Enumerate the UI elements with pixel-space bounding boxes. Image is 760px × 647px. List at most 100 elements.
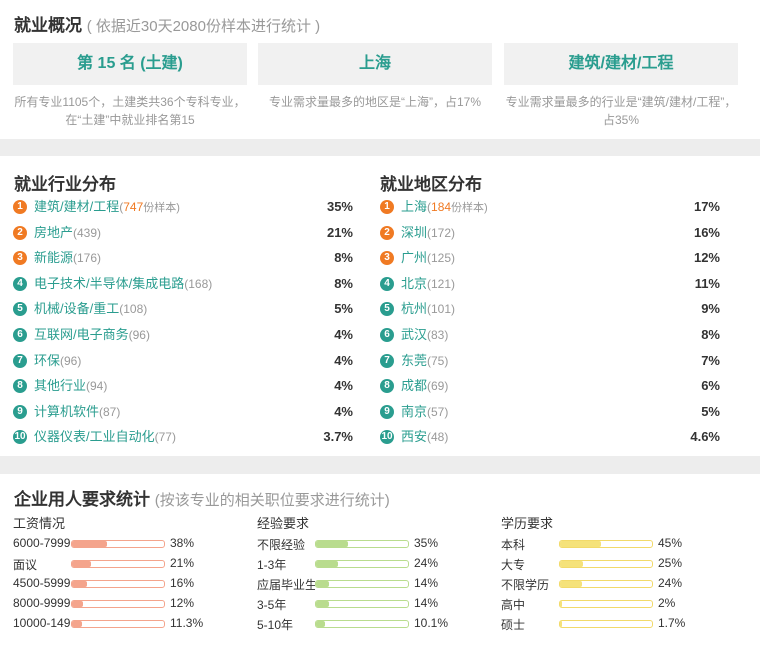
progress-bar [315,580,409,588]
rank-badge: 2 [380,225,394,240]
region-name-link[interactable]: 北京(121) [401,274,455,294]
industry-name-link[interactable]: 计算机软件(87) [34,402,120,422]
industry-title: 就业行业分布 [14,175,116,194]
education-column: 学历要求 本科 45% 大专 25% 不限学历 24% 高中 2% 硕士 1.7% [501,513,741,633]
rank-badge: 4 [13,276,27,291]
region-name-link[interactable]: 西安(48) [401,427,448,447]
row-percent: 45% [658,536,683,550]
row-percent: 24% [414,556,439,570]
region-item[interactable]: 3 广州(125) 12% [380,248,720,274]
industry-name: 仪器仪表/工业自动化 [34,429,155,445]
industry-name-link[interactable]: 仪器仪表/工业自动化(77) [34,427,176,447]
industry-item[interactable]: 4 电子技术/半导体/集成电路(168) 8% [13,274,353,300]
row-label: 4500-5999 [13,576,71,590]
industry-name-link[interactable]: 机械/设备/重工(108) [34,299,147,319]
salary-row: 4500-5999 16% [13,573,253,593]
region-name: 东莞 [401,352,428,368]
experience-row: 1-3年 24% [257,553,497,573]
region-name-link[interactable]: 广州(125) [401,248,455,268]
row-label: 8000-9999 [13,596,71,610]
share-percent: 8% [334,275,353,291]
rank-badge: 9 [380,404,394,419]
industry-item[interactable]: 1 建筑/建材/工程(747份样本) 35% [13,197,353,223]
industry-name-link[interactable]: 互联网/电子商务(96) [34,325,150,345]
row-percent: 11.3% [170,616,204,630]
row-label: 硕士 [501,618,526,632]
region-item[interactable]: 7 东莞(75) 7% [380,351,720,377]
rank-badge: 8 [380,379,394,394]
region-item[interactable]: 5 杭州(101) 9% [380,299,720,325]
sample-count: (121) [427,276,456,291]
share-percent: 5% [701,403,720,419]
progress-bar-fill [560,541,602,547]
progress-bar [559,540,653,548]
top-region-desc: 专业需求量最多的地区是“上海”，占17% [268,95,481,109]
region-name-link[interactable]: 杭州(101) [401,299,455,319]
share-percent: 3.7% [323,429,353,445]
progress-bar [559,620,653,628]
education-row: 高中 2% [501,593,741,613]
industry-name-link[interactable]: 其他行业(94) [34,376,107,396]
industry-item[interactable]: 3 新能源(176) 8% [13,248,353,274]
region-item[interactable]: 9 南京(57) 5% [380,402,720,428]
overview-subtitle: ( 依据近30天2080份样本进行统计 ) [86,18,321,35]
progress-bar [315,600,409,608]
progress-bar-fill [72,581,87,587]
region-name: 武汉 [401,326,428,342]
region-item[interactable]: 8 成都(69) 6% [380,376,720,402]
top-region-box: 上海 [258,43,492,85]
region-name-link[interactable]: 成都(69) [401,376,448,396]
region-name-link[interactable]: 南京(57) [401,402,448,422]
progress-bar-fill [72,541,107,547]
region-name-link[interactable]: 深圳(172) [401,223,455,243]
progress-bar-fill [560,621,562,627]
row-percent: 24% [658,576,683,590]
rank-badge: 6 [13,327,27,342]
region-item[interactable]: 2 深圳(172) 16% [380,223,720,249]
rank-box: 第 15 名 (土建) [13,43,247,85]
sample-count: (87) [99,404,121,419]
region-item[interactable]: 10 西安(48) 4.6% [380,427,720,453]
rank-desc: 所有专业1105个，土建类共36个专科专业，在“土建”中就业排名第15 [14,95,246,127]
region-item[interactable]: 6 武汉(83) 8% [380,325,720,351]
sample-count: (439) [73,225,102,240]
sample-count: (57) [427,404,449,419]
region-name: 上海 [401,199,428,214]
region-name-link[interactable]: 东莞(75) [401,351,448,371]
row-label: 高中 [501,598,526,612]
industry-name-link[interactable]: 电子技术/半导体/集成电路(168) [34,274,212,294]
industry-item[interactable]: 7 环保(96) 4% [13,351,353,377]
region-item[interactable]: 1 上海(184份样本) 17% [380,197,720,223]
progress-bar-fill [316,621,326,627]
salary-row: 6000-7999 38% [13,533,253,553]
sample-count: (96) [60,353,82,368]
region-name: 杭州 [401,301,428,317]
progress-bar [71,580,165,588]
paren: ( [119,200,124,214]
sample-count: (77) [154,430,176,445]
progress-bar-fill [316,601,329,607]
region-item[interactable]: 4 北京(121) 11% [380,274,720,300]
industry-item[interactable]: 10 仪器仪表/工业自动化(77) 3.7% [13,427,353,453]
sample-count: (108) [119,302,148,317]
progress-bar-fill [72,601,84,607]
education-row: 大专 25% [501,553,741,573]
industry-item[interactable]: 9 计算机软件(87) 4% [13,402,353,428]
region-name-link[interactable]: 上海(184份样本) [401,197,488,218]
industry-name-link[interactable]: 新能源(176) [34,248,101,268]
region-name-link[interactable]: 武汉(83) [401,325,448,345]
education-title: 学历要求 [501,516,554,531]
rank-badge: 1 [380,200,394,214]
share-percent: 4% [334,403,353,419]
row-percent: 10.1% [414,616,449,630]
industry-name-link[interactable]: 房地产(439) [34,223,101,243]
industry-name-link[interactable]: 建筑/建材/工程(747份样本) [34,197,180,218]
progress-bar-fill [316,561,339,567]
industry-item[interactable]: 8 其他行业(94) 4% [13,376,353,402]
overview-title: 就业概况 [14,16,82,35]
row-percent: 1.7% [658,616,686,630]
industry-item[interactable]: 2 房地产(439) 21% [13,223,353,249]
industry-item[interactable]: 5 机械/设备/重工(108) 5% [13,299,353,325]
industry-name-link[interactable]: 环保(96) [34,351,81,371]
industry-item[interactable]: 6 互联网/电子商务(96) 4% [13,325,353,351]
